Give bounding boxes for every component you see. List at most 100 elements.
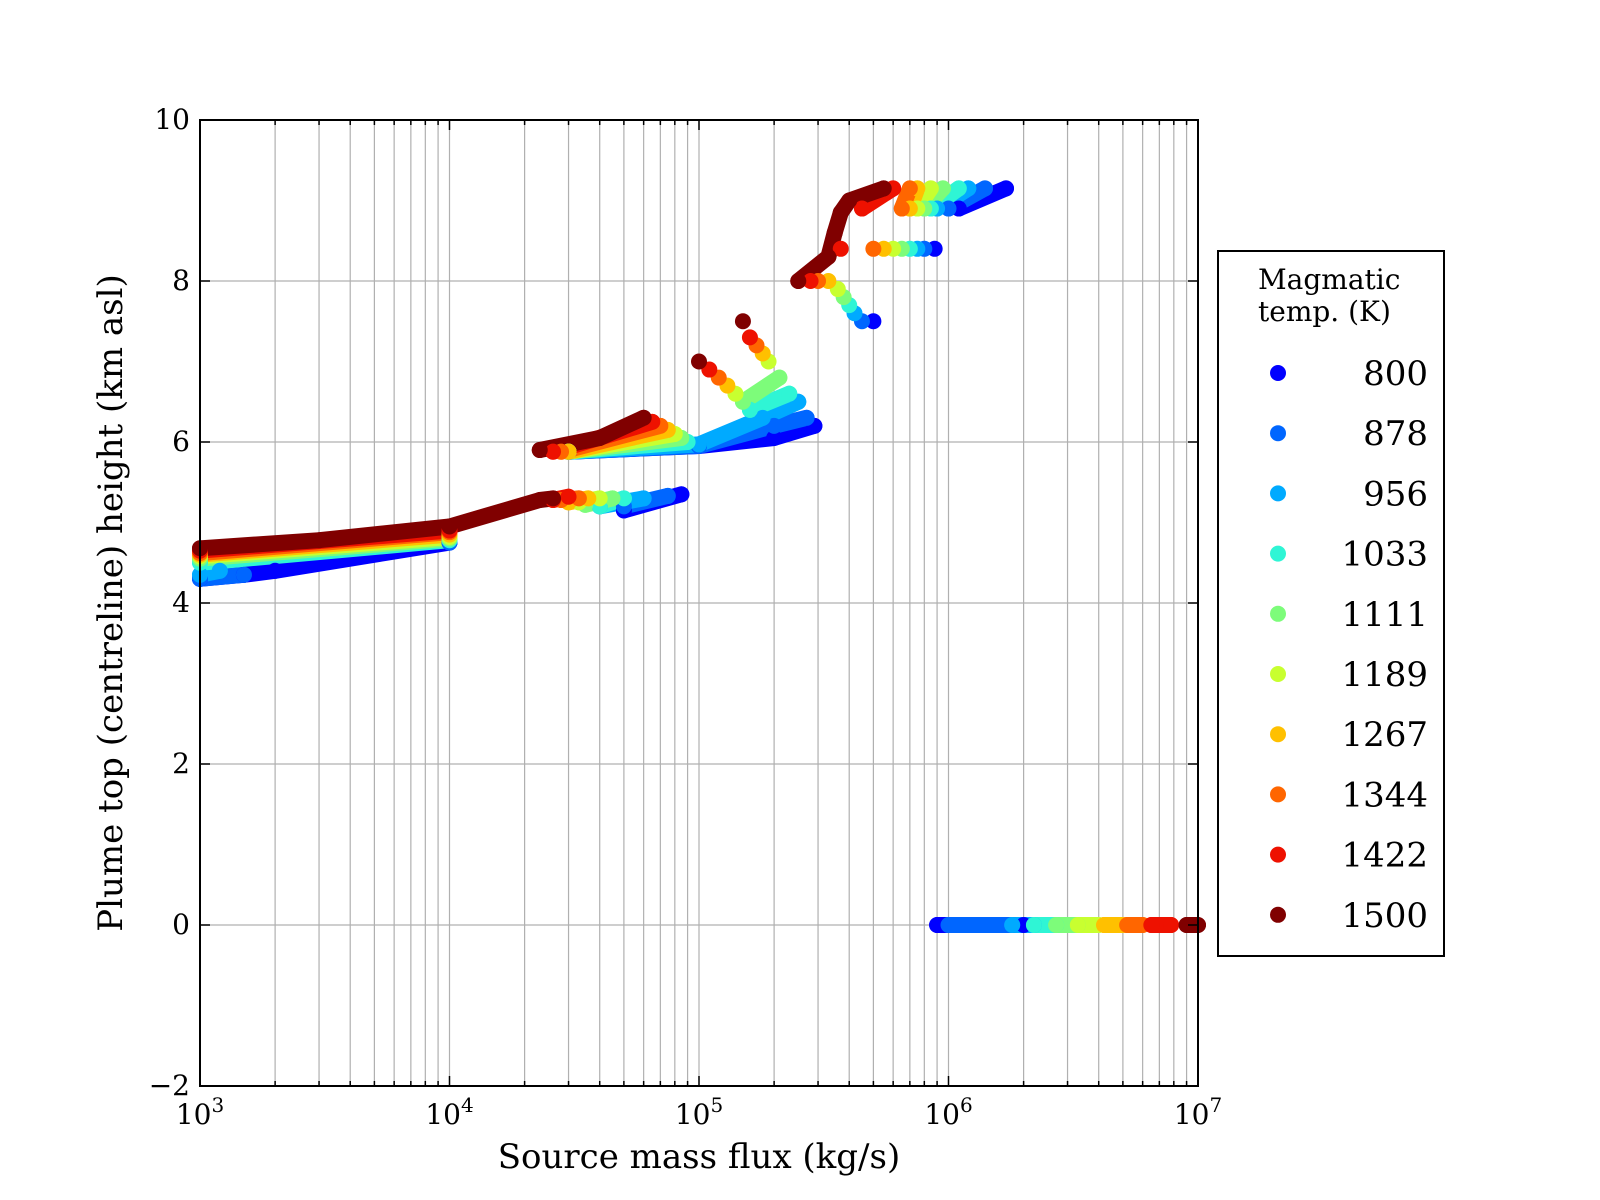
data-point xyxy=(771,369,788,386)
x-tick-exponent: 5 xyxy=(710,1093,723,1117)
data-point xyxy=(1143,917,1160,933)
data-point xyxy=(781,385,798,402)
legend-label: 1344 xyxy=(1341,775,1428,815)
data-point xyxy=(1025,917,1042,933)
data-point xyxy=(235,566,252,583)
data-point xyxy=(741,329,758,346)
x-tick-label: 105 xyxy=(675,1093,723,1131)
legend: Magmatic temp. (K) 800 878 956 1033 1111 1189… xyxy=(1217,250,1445,957)
series-1500 xyxy=(192,180,1206,933)
data-point xyxy=(853,200,870,217)
x-tick-base: 10 xyxy=(675,1098,711,1131)
legend-entry: 800 xyxy=(1270,354,1428,394)
data-point xyxy=(591,429,608,446)
legend-entry: 1111 xyxy=(1270,595,1428,635)
y-tick-label: 2 xyxy=(172,747,190,780)
data-point xyxy=(841,192,858,209)
data-point xyxy=(922,180,939,197)
legend-entry: 1422 xyxy=(1270,836,1428,876)
legend-marker xyxy=(1270,906,1286,923)
data-point xyxy=(659,487,676,504)
x-tick-base: 10 xyxy=(176,1098,212,1131)
data-point xyxy=(940,200,957,217)
data-point xyxy=(875,180,892,197)
legend-label: 1033 xyxy=(1341,535,1428,575)
legend-marker xyxy=(1270,726,1286,743)
data-point xyxy=(1069,917,1086,933)
y-tick-label: 0 xyxy=(172,908,190,941)
data-point xyxy=(940,917,957,933)
x-tick-base: 10 xyxy=(1174,1098,1210,1131)
y-tick-label: 6 xyxy=(172,425,190,458)
legend-label: 878 xyxy=(1363,414,1428,454)
legend-marker xyxy=(1270,425,1286,442)
y-axis-label: Plume top (centreline) height (km asl) xyxy=(91,274,131,932)
legend-entry: 1267 xyxy=(1270,715,1428,755)
data-point xyxy=(893,200,910,217)
data-point xyxy=(635,490,652,507)
data-point xyxy=(766,429,783,446)
data-point xyxy=(865,313,882,330)
legend-marker xyxy=(1270,846,1286,863)
legend-title-line-1: Magmatic xyxy=(1258,263,1400,296)
data-point xyxy=(211,562,228,579)
legend-marker xyxy=(1270,666,1286,682)
x-tick-label: 103 xyxy=(176,1093,224,1131)
legend-label: 1267 xyxy=(1341,715,1428,755)
data-point xyxy=(673,486,690,503)
data-point xyxy=(545,490,562,507)
y-tick-label: −2 xyxy=(149,1069,190,1102)
legend-label: 1500 xyxy=(1341,896,1428,936)
data-point xyxy=(734,313,751,330)
data-point xyxy=(1048,917,1065,933)
data-point xyxy=(1163,917,1180,933)
axis-ticks xyxy=(199,119,1199,1087)
legend-entry: 1189 xyxy=(1270,655,1428,695)
data-point xyxy=(766,417,783,434)
data-point xyxy=(267,562,284,579)
legend-entry: 1500 xyxy=(1270,896,1428,936)
legend-label: 1111 xyxy=(1341,595,1428,635)
legend-title-line-2: temp. (K) xyxy=(1258,295,1391,328)
data-point xyxy=(832,240,849,257)
legend-label: 956 xyxy=(1363,474,1428,514)
data-point xyxy=(832,204,849,221)
legend-entry: 1033 xyxy=(1270,535,1428,575)
legend-label: 1422 xyxy=(1341,836,1428,876)
data-point xyxy=(560,488,577,505)
data-point xyxy=(1119,917,1136,933)
data-point xyxy=(802,273,819,289)
grid-lines xyxy=(200,120,1198,1086)
data-point xyxy=(531,442,548,459)
data-point xyxy=(615,490,632,507)
data-point xyxy=(820,248,837,265)
data-point xyxy=(790,273,807,289)
data-point xyxy=(826,224,843,241)
data-point xyxy=(865,240,882,257)
x-tick-labels: 103 104 105 106 107 xyxy=(176,1093,1222,1131)
legend-entries: 800 878 956 1033 1111 1189 1267 1344 1422 1500 xyxy=(1270,354,1428,936)
data-point xyxy=(635,409,652,426)
x-tick-label: 104 xyxy=(425,1093,473,1131)
y-tick-labels: −2 0 2 4 6 8 10 xyxy=(149,103,190,1102)
legend-marker xyxy=(1270,605,1286,622)
data-point xyxy=(531,491,548,508)
legend-entry: 956 xyxy=(1270,474,1428,514)
legend-label: 1189 xyxy=(1341,655,1428,695)
data-point xyxy=(691,353,707,370)
data-point xyxy=(754,409,771,426)
data-point xyxy=(311,532,328,549)
legend-marker xyxy=(1270,786,1286,803)
x-tick-exponent: 3 xyxy=(211,1093,224,1117)
y-tick-label: 10 xyxy=(154,103,190,136)
y-tick-label: 8 xyxy=(172,264,190,297)
data-point xyxy=(934,180,951,197)
data-point xyxy=(545,443,562,460)
x-tick-exponent: 4 xyxy=(461,1093,474,1117)
data-point xyxy=(1004,917,1021,933)
legend-entry: 1344 xyxy=(1270,775,1428,815)
legend-entry: 878 xyxy=(1270,414,1428,454)
data-point xyxy=(976,180,993,197)
data-point xyxy=(591,490,608,507)
